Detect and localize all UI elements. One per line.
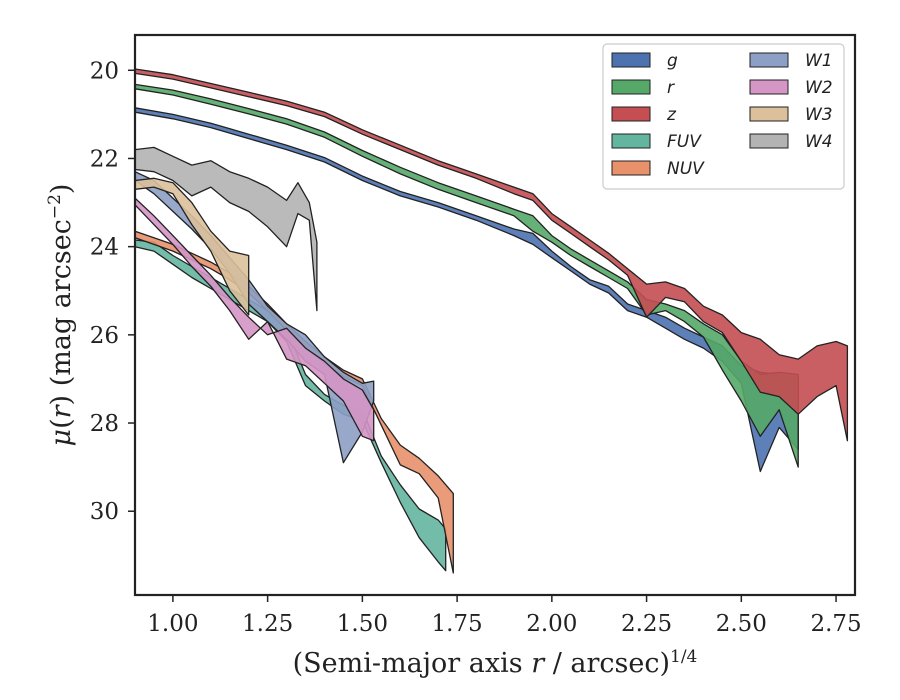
x-axis-title: (Semi-major axis r / arcsec)1/4	[293, 647, 698, 679]
legend-swatch-g	[611, 52, 651, 68]
y-tick-label: 24	[90, 235, 119, 261]
x-axis-ticks: 1.00 1.25 1.50 1.75 2.00 2.25 2.50 2.75	[147, 595, 862, 637]
band-z	[134, 68, 849, 442]
legend-label-fuv: FUV	[667, 132, 702, 152]
x-tick-label: 1.50	[337, 611, 388, 637]
y-tick-label: 30	[90, 499, 119, 525]
y-axis-title: μ(r) (mag arcsec−2)	[45, 184, 77, 447]
profile-bands	[134, 68, 849, 574]
legend-label-nuv: NUV	[667, 159, 705, 179]
legend-swatch-fuv	[611, 133, 651, 149]
band-nuv	[134, 230, 454, 574]
x-tick-label: 1.75	[431, 611, 482, 637]
y-axis-ticks: 20 22 24 26 28 30	[90, 58, 135, 525]
x-tick-label: 2.25	[621, 611, 672, 637]
legend-swatch-nuv	[611, 160, 651, 176]
band-w4	[134, 146, 318, 312]
legend-swatch-r	[611, 79, 651, 95]
legend-swatch-z	[611, 106, 651, 122]
y-tick-label: 22	[90, 146, 119, 172]
legend-label-g: g	[667, 51, 678, 71]
legend-label-w1: W1	[805, 51, 833, 71]
x-tick-label: 1.25	[242, 611, 293, 637]
legend-swatch-w3	[749, 106, 789, 122]
x-tick-label: 2.00	[526, 611, 577, 637]
legend-label-w3: W3	[805, 105, 833, 125]
legend-swatch-w4	[749, 133, 789, 149]
band-w3	[134, 177, 250, 316]
x-tick-label: 1.00	[147, 611, 198, 637]
legend-swatch-w2	[749, 79, 789, 95]
band-r	[134, 83, 799, 468]
legend: grz FUV NUV W1 W2 W3 W4	[602, 43, 845, 190]
legend-label-w4: W4	[805, 132, 833, 152]
x-tick-label: 2.50	[716, 611, 767, 637]
legend-swatch-w1	[749, 52, 789, 68]
band-fuv	[134, 239, 447, 572]
y-tick-label: 28	[90, 411, 119, 437]
legend-label-w2: W2	[805, 78, 833, 98]
x-tick-label: 2.75	[810, 611, 861, 637]
plot-frame	[133, 33, 857, 597]
legend-label-r: r	[667, 78, 675, 98]
legend-label-z: z	[666, 105, 677, 125]
y-tick-label: 26	[90, 323, 119, 349]
y-tick-label: 20	[90, 58, 119, 84]
band-w2	[134, 197, 375, 442]
